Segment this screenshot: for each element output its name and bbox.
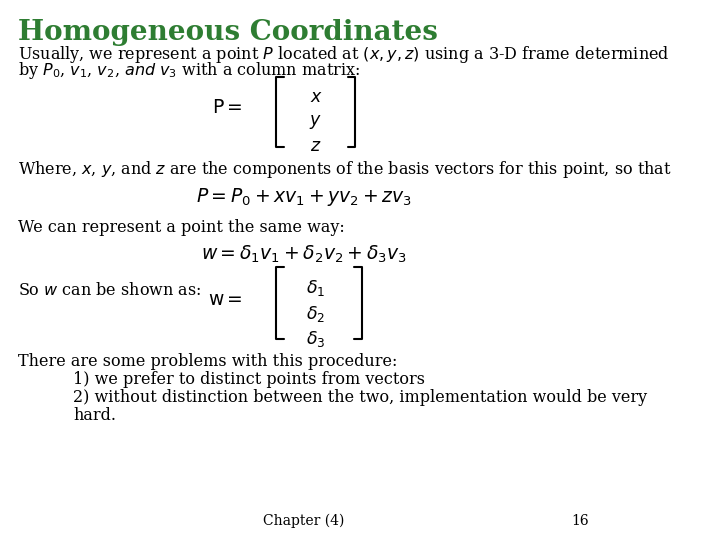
Text: $y$: $y$ bbox=[310, 113, 323, 131]
Text: There are some problems with this procedure:: There are some problems with this proced… bbox=[18, 353, 397, 370]
Text: $\delta_2$: $\delta_2$ bbox=[307, 304, 325, 324]
Text: hard.: hard. bbox=[73, 407, 116, 423]
Text: $\delta_3$: $\delta_3$ bbox=[306, 329, 325, 349]
Text: $\mathrm{P} = $: $\mathrm{P} = $ bbox=[212, 99, 243, 117]
Text: by $P_0$, $v_1$, $v_2$, $\mathit{and}$ $v_3$ with a column matrix:: by $P_0$, $v_1$, $v_2$, $\mathit{and}$ $… bbox=[18, 60, 360, 82]
Text: Usually, we represent a point $P$ located at $(x, y, z)$ using a 3-D frame deter: Usually, we represent a point $P$ locate… bbox=[18, 44, 670, 65]
Text: 1) we prefer to distinct points from vectors: 1) we prefer to distinct points from vec… bbox=[73, 371, 425, 388]
Text: Homogeneous Coordinates: Homogeneous Coordinates bbox=[18, 19, 438, 46]
Text: So $w$ can be shown as:: So $w$ can be shown as: bbox=[18, 282, 202, 299]
Text: Where, $x$, $y$, and $z$ are the components of the basis vectors for this point,: Where, $x$, $y$, and $z$ are the compone… bbox=[18, 159, 672, 180]
Text: We can represent a point the same way:: We can represent a point the same way: bbox=[18, 219, 345, 236]
Text: $z$: $z$ bbox=[310, 138, 322, 154]
Text: Chapter (4): Chapter (4) bbox=[263, 514, 344, 528]
Text: 2) without distinction between the two, implementation would be very: 2) without distinction between the two, … bbox=[73, 389, 647, 406]
Text: $P = P_0 + xv_1 + yv_2 + zv_3$: $P = P_0 + xv_1 + yv_2 + zv_3$ bbox=[196, 186, 412, 208]
Text: $x$: $x$ bbox=[310, 89, 323, 106]
Text: $\delta_1$: $\delta_1$ bbox=[306, 278, 325, 298]
Text: $\mathrm{w} = $: $\mathrm{w} = $ bbox=[208, 291, 243, 309]
Text: 16: 16 bbox=[572, 514, 590, 528]
Text: $w = \delta_1 v_1 + \delta_2 v_2 + \delta_3 v_3$: $w = \delta_1 v_1 + \delta_2 v_2 + \delt… bbox=[201, 244, 407, 265]
